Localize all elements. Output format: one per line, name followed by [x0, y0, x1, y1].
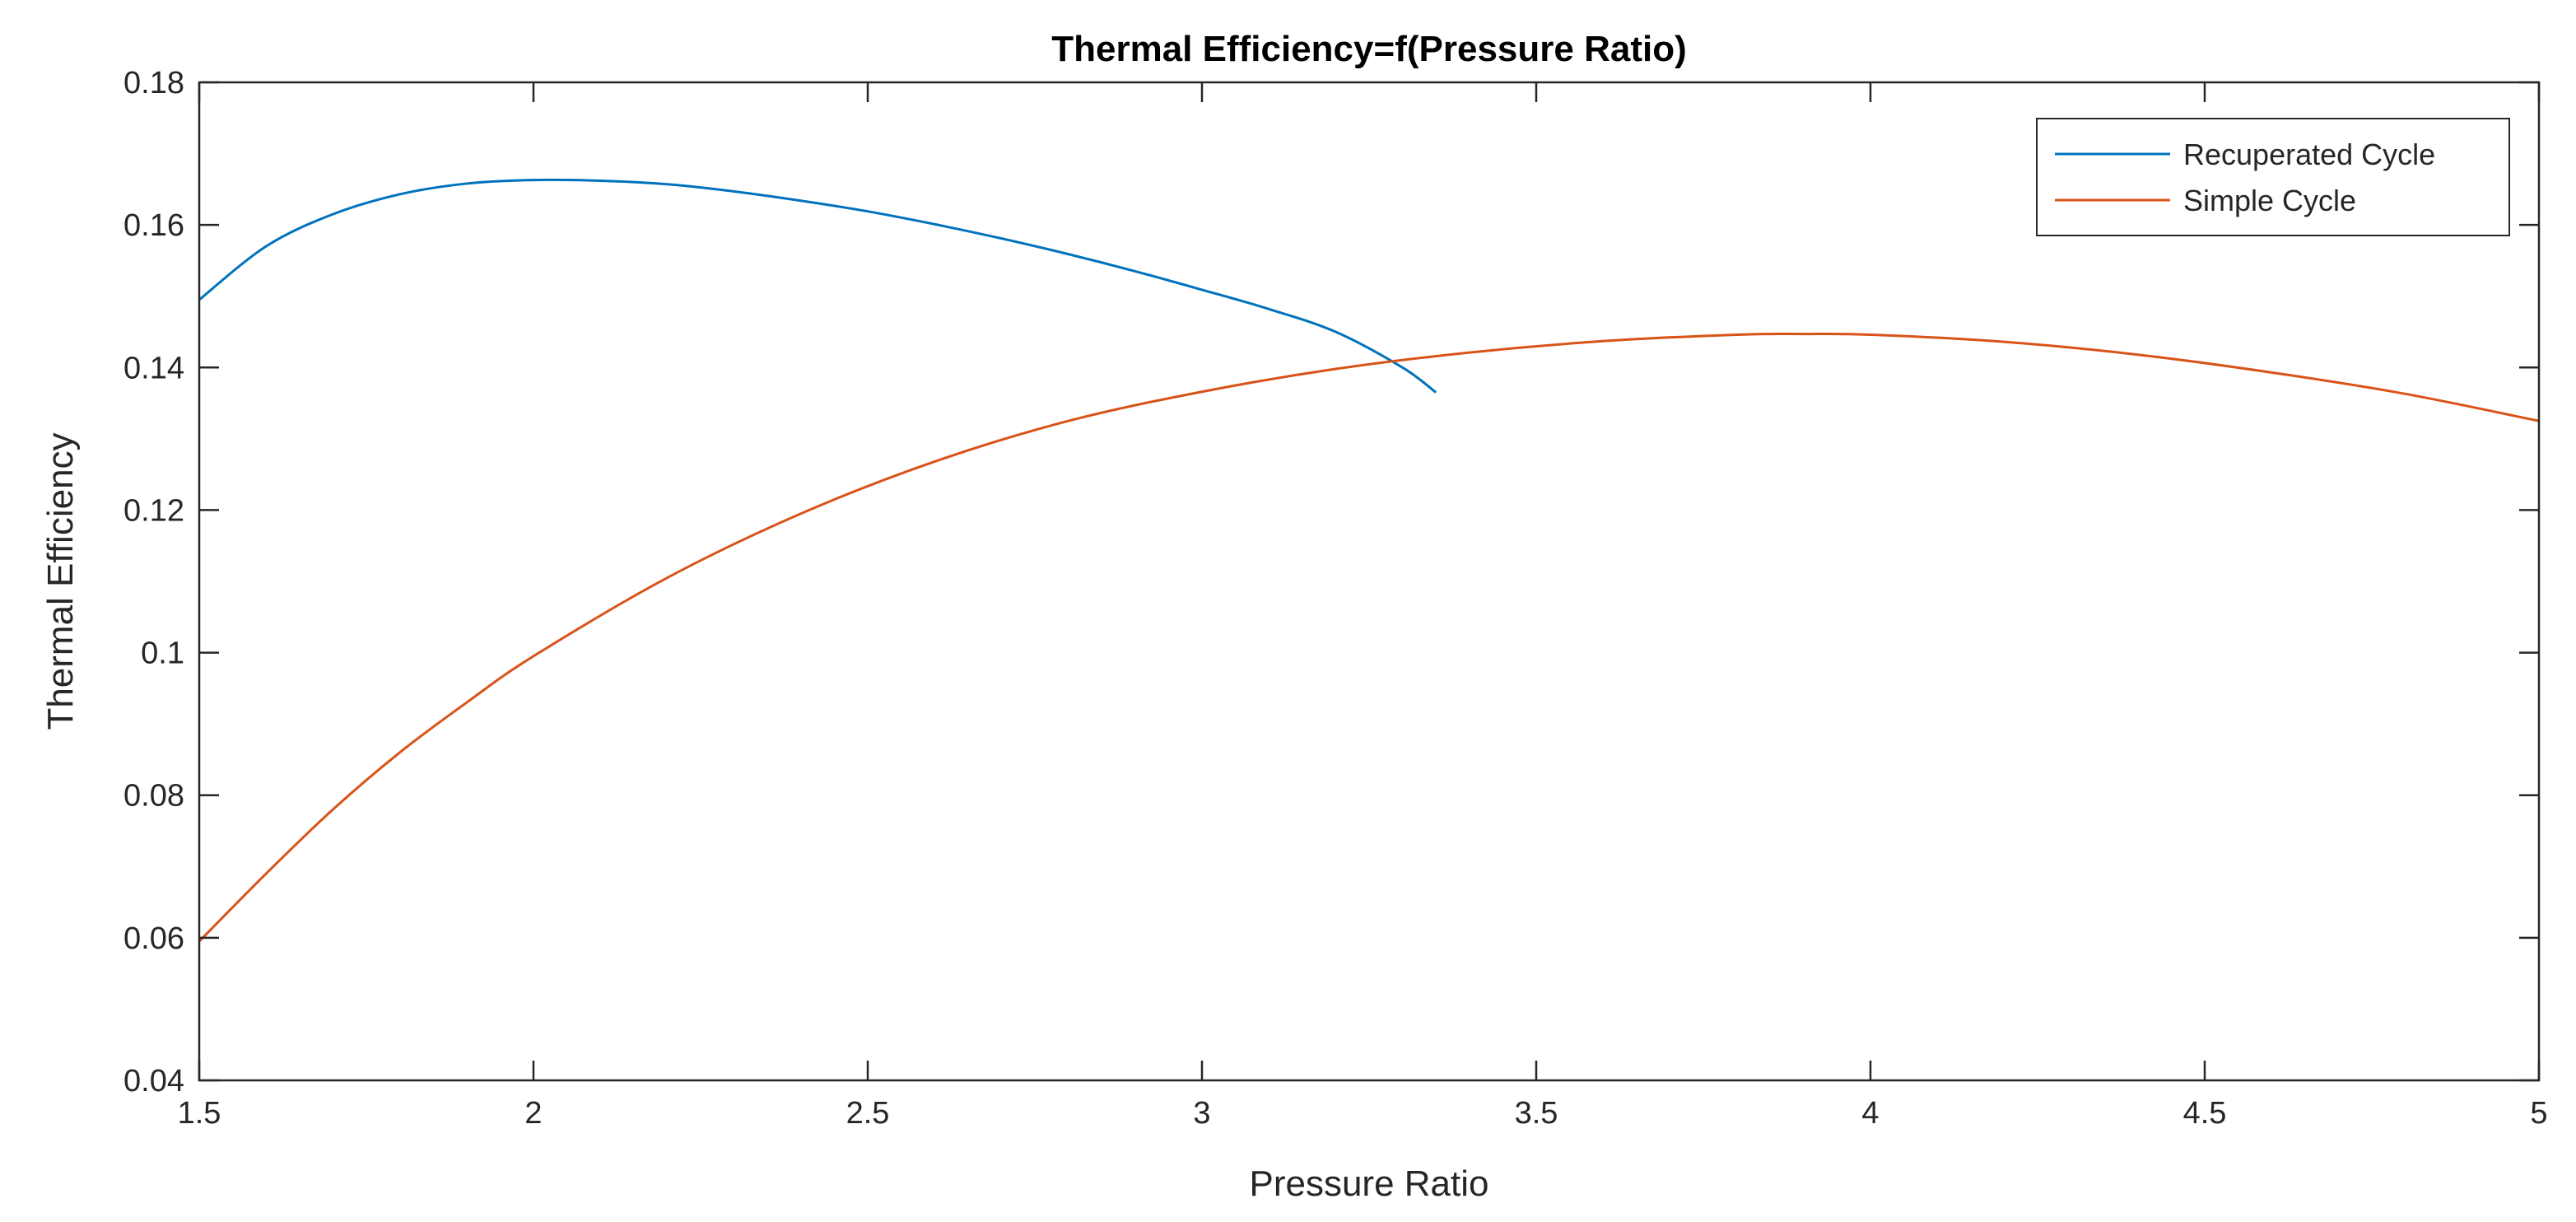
y-tick-label: 0.1: [141, 637, 184, 671]
x-tick-label: 3.5: [1515, 1096, 1558, 1131]
x-tick-label: 4.5: [2183, 1096, 2227, 1131]
series-layer: [198, 178, 2540, 943]
plot-area: [199, 82, 2539, 1080]
x-tick-label: 3: [1193, 1096, 1210, 1131]
series-line-recuperated-cycle: [198, 178, 1437, 394]
y-axis-label: Thermal Efficiency: [40, 432, 81, 730]
chart-title: Thermal Efficiency=f(Pressure Ratio): [1051, 29, 1686, 69]
legend: Recuperated Cycle Simple Cycle: [2036, 118, 2510, 236]
y-tick-label: 0.04: [123, 1064, 184, 1098]
legend-label-simple-cycle: Simple Cycle: [2183, 184, 2356, 217]
y-tick-label: 0.06: [123, 921, 184, 956]
x-axis-label: Pressure Ratio: [1249, 1164, 1488, 1204]
ticks-layer: 1.5 2 2.5 3 3.5 4 4.5 5 0.04 0.06 0.08 0.1 0.12 0.14 0…: [123, 66, 2548, 1131]
x-tick-label: 4: [1861, 1096, 1879, 1131]
y-tick-label: 0.14: [123, 351, 184, 385]
y-tick-label: 0.08: [123, 779, 184, 814]
y-tick-label: 0.16: [123, 208, 184, 243]
y-tick-label: 0.18: [123, 66, 184, 100]
series-line-simple-cycle: [198, 332, 2540, 943]
x-tick-label: 5: [2530, 1096, 2547, 1131]
axes-box: [198, 81, 2541, 1082]
x-tick-label: 1.5: [178, 1096, 221, 1131]
x-tick-label: 2: [524, 1096, 542, 1131]
legend-label-recuperated-cycle: Recuperated Cycle: [2183, 138, 2435, 171]
legend-box: [2036, 118, 2510, 236]
x-tick-label: 2.5: [846, 1096, 890, 1131]
y-tick-label: 0.12: [123, 493, 184, 528]
